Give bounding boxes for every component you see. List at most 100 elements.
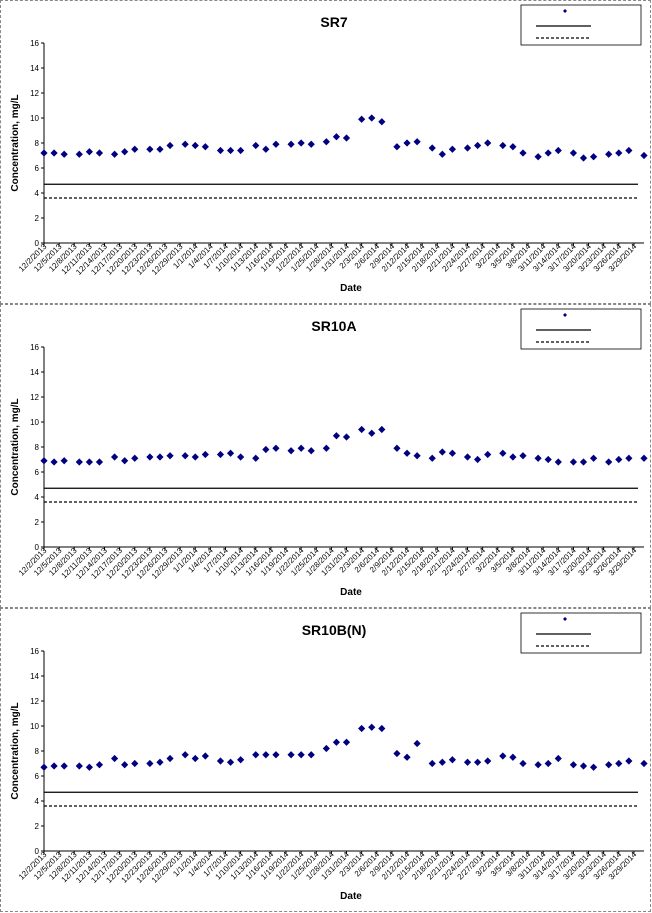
data-point (448, 145, 457, 153)
data-point (201, 450, 209, 459)
data-point (110, 150, 119, 158)
data-point (262, 445, 270, 454)
y-tick-label: 16 (30, 39, 39, 48)
data-point (499, 141, 507, 150)
data-point (146, 759, 154, 768)
data-point (484, 450, 492, 459)
data-point (615, 759, 623, 768)
data-point (569, 458, 578, 466)
y-axis-title: Concentration, mg/L (10, 398, 21, 495)
data-point (640, 151, 648, 160)
data-point (166, 754, 174, 763)
data-point (589, 763, 598, 771)
y-tick-label: 16 (30, 647, 39, 656)
data-point (110, 754, 119, 763)
y-tick-label: 0 (35, 847, 40, 856)
data-point (121, 457, 129, 465)
data-point (85, 148, 93, 156)
data-point (121, 761, 129, 769)
data-point (262, 145, 270, 153)
data-point (307, 751, 315, 759)
data-point (569, 149, 578, 157)
data-point (342, 433, 351, 441)
data-point (191, 453, 199, 461)
y-tick-label: 8 (35, 747, 40, 756)
data-point (509, 753, 517, 761)
y-tick-label: 10 (30, 722, 39, 731)
data-point (448, 449, 457, 457)
data-point (121, 148, 129, 156)
data-point (156, 145, 164, 153)
data-point (534, 153, 542, 161)
data-point (519, 452, 527, 460)
data-point (50, 149, 58, 157)
data-point (226, 146, 235, 155)
x-axis-title: Date (340, 891, 362, 902)
data-point (625, 757, 633, 765)
data-point (166, 452, 174, 460)
data-point (474, 141, 482, 150)
data-point (85, 763, 93, 771)
legend (520, 4, 642, 46)
x-axis-title: Date (340, 283, 362, 294)
data-point (474, 455, 482, 464)
data-point (201, 752, 209, 760)
data-point (640, 454, 648, 462)
data-point (287, 140, 295, 148)
data-point (544, 149, 552, 157)
data-point (272, 140, 280, 148)
data-point (438, 448, 446, 456)
x-axis-title: Date (340, 587, 362, 598)
data-point (393, 143, 401, 151)
data-point (252, 454, 260, 462)
data-point (322, 744, 330, 753)
data-point (191, 754, 199, 763)
y-tick-label: 0 (35, 239, 40, 248)
data-point (40, 763, 48, 771)
data-point (509, 143, 517, 151)
data-point (428, 759, 436, 768)
data-point (625, 146, 633, 155)
data-point (226, 449, 235, 457)
y-tick-label: 6 (35, 164, 40, 173)
data-point (579, 762, 588, 770)
data-point (499, 449, 507, 457)
y-tick-label: 6 (35, 468, 40, 477)
data-point (368, 114, 376, 122)
data-point (428, 454, 436, 462)
legend-box (520, 612, 642, 654)
data-point (166, 141, 174, 150)
data-point (358, 115, 366, 123)
data-point (216, 450, 225, 459)
data-point (499, 752, 507, 760)
data-point (403, 449, 411, 457)
data-point (191, 141, 199, 150)
data-point (625, 454, 633, 462)
legend-marker-diamond (563, 617, 567, 621)
legend-marker-diamond (563, 313, 567, 317)
data-point (428, 144, 436, 152)
data-point (509, 453, 517, 461)
data-point (75, 150, 83, 158)
data-point (368, 429, 376, 437)
data-point (237, 146, 245, 155)
data-point (322, 444, 330, 452)
data-point (413, 739, 421, 748)
chart-svg-sr7: SR7024681012141612/2/201312/5/201312/8/2… (10, 4, 648, 294)
data-point (554, 146, 562, 155)
chart-panel-sr10a: SR10A 0 2 4 6 8 10 12 14 16 12/2/2013 12/5/2013 12/8… (0, 304, 651, 608)
data-point (544, 759, 552, 768)
y-tick-label: 10 (30, 418, 39, 427)
data-point (252, 141, 260, 150)
data-point (156, 453, 164, 461)
data-point (640, 759, 648, 768)
y-tick-label: 2 (35, 822, 40, 831)
data-point (95, 458, 104, 466)
chart-panel-sr7: SR7 0 2 4 6 8 10 12 14 16 12/2/2013 12/5/2013 12/8/2… (0, 0, 651, 304)
data-point (448, 756, 457, 764)
y-tick-label: 4 (35, 189, 40, 198)
data-point (474, 758, 482, 766)
data-point (342, 134, 351, 142)
legend (520, 308, 642, 350)
legend-box (520, 4, 642, 46)
